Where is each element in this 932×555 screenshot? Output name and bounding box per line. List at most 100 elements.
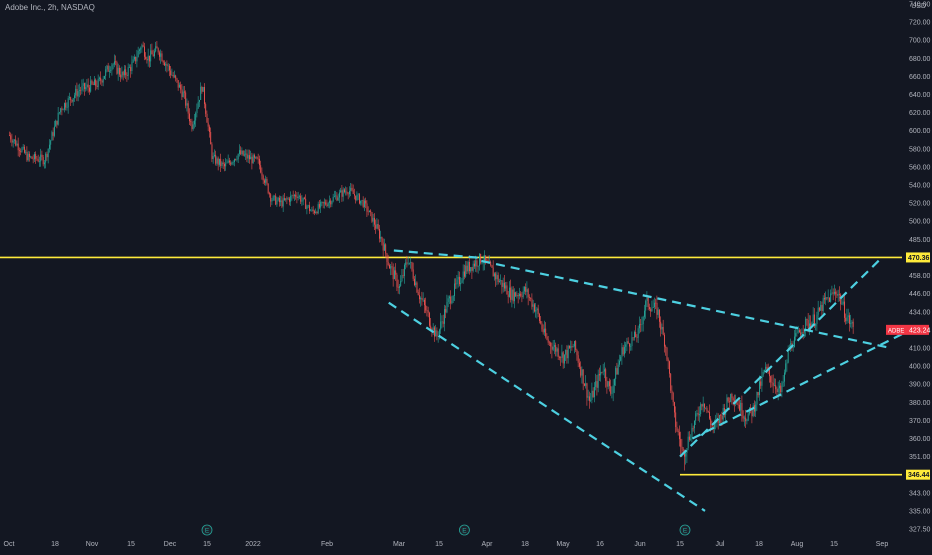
candle-body: [680, 439, 682, 447]
candle-body: [165, 64, 167, 66]
candle-body: [501, 280, 503, 287]
candle-body: [180, 84, 182, 90]
candle-body: [586, 383, 588, 398]
candle-body: [110, 70, 112, 71]
candle-body: [822, 298, 824, 311]
time-tick-label: 18: [755, 541, 763, 548]
candle-body: [152, 54, 154, 57]
candle-body: [67, 98, 69, 108]
candle-body: [517, 295, 519, 297]
candle-body: [711, 425, 713, 427]
candle-body: [695, 413, 697, 421]
candle-body: [456, 279, 458, 285]
price-tick-label: 700.00: [909, 38, 931, 45]
candle-body: [280, 200, 282, 203]
candle-body: [720, 415, 722, 416]
candle-body: [585, 383, 587, 386]
candle-body: [527, 289, 529, 298]
candle-body: [792, 347, 794, 348]
candle-body: [771, 382, 773, 383]
candle-body: [404, 264, 405, 276]
candle-body: [315, 211, 317, 214]
candle-body: [740, 402, 742, 411]
candle-body: [181, 89, 183, 97]
candle-body: [386, 253, 388, 263]
candle-body: [316, 211, 318, 214]
candle-body: [227, 160, 229, 163]
candle-body: [539, 313, 540, 321]
candle-body: [216, 158, 218, 164]
candle-body: [364, 200, 365, 208]
candle-body: [451, 300, 453, 304]
candle-body: [661, 326, 663, 330]
candle-body: [462, 271, 464, 281]
candle-body: [412, 269, 414, 279]
candle-body: [577, 355, 579, 363]
candle-body: [320, 202, 322, 208]
price-tick-label: 540.00: [909, 183, 931, 190]
candle-body: [721, 415, 723, 420]
candle-body: [512, 289, 514, 302]
price-tick-label: 390.00: [909, 382, 931, 389]
candle-body: [442, 321, 444, 324]
candle-body: [76, 88, 78, 97]
candle-body: [11, 139, 13, 143]
candle-body: [135, 56, 137, 62]
candle-body: [607, 381, 609, 387]
candle-body: [357, 194, 359, 195]
time-tick-label: 15: [676, 541, 684, 548]
candle-body: [706, 407, 708, 411]
candle-body: [494, 273, 495, 277]
candle-body: [87, 84, 89, 88]
candle-body: [171, 74, 173, 76]
candle-body: [374, 217, 375, 225]
candle-body: [27, 153, 29, 161]
candle-body: [525, 287, 527, 292]
candle-body: [610, 386, 612, 394]
candle-body: [730, 394, 732, 403]
candle-body: [334, 196, 335, 197]
candle-body: [116, 62, 118, 74]
candle-body: [779, 385, 780, 389]
candle-body: [776, 389, 778, 393]
candle-body: [669, 361, 670, 374]
candle-body: [520, 293, 522, 296]
trendline: [481, 259, 891, 350]
candle-body: [629, 343, 630, 347]
candle-body: [145, 56, 147, 60]
candle-body: [760, 381, 762, 386]
candle-body: [24, 146, 25, 153]
candle-body: [851, 321, 853, 324]
candle-body: [631, 337, 633, 347]
candle-body: [719, 415, 720, 423]
candle-body: [31, 156, 33, 159]
candle-body: [122, 71, 124, 76]
candle-body: [44, 162, 45, 165]
candle-body: [52, 132, 54, 136]
candle-body: [17, 143, 19, 151]
candle-body: [177, 80, 179, 88]
candle-body: [569, 345, 570, 348]
candle-body: [445, 309, 447, 313]
candle-body: [565, 349, 567, 355]
candle-body: [659, 309, 660, 322]
candle-body: [169, 65, 170, 71]
candle-body: [420, 297, 422, 300]
candle-body: [147, 55, 149, 61]
time-tick-label: Dec: [164, 541, 177, 548]
candle-body: [146, 59, 148, 61]
candle-body: [836, 294, 838, 296]
candle-body: [360, 200, 362, 204]
candle-body: [769, 370, 770, 377]
candle-body: [469, 261, 470, 272]
candle-body: [709, 412, 710, 419]
price-tick-label: 458.00: [909, 273, 931, 280]
candle-body: [39, 161, 40, 162]
candle-body: [492, 267, 494, 277]
candle-body: [395, 270, 397, 275]
candle-body: [751, 410, 753, 417]
candle-body: [407, 263, 409, 264]
